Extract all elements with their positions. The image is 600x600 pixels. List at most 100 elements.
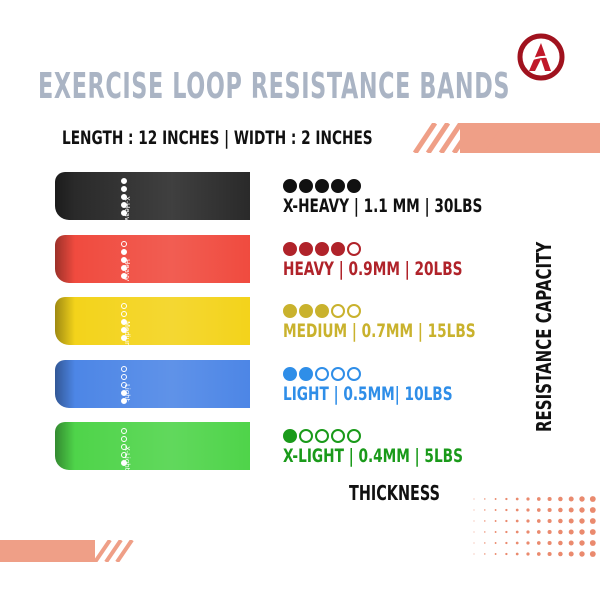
decorative-dot xyxy=(473,509,475,511)
decorative-dot xyxy=(515,497,519,501)
resistance-level-dots xyxy=(283,367,519,381)
decorative-dot xyxy=(473,542,475,544)
decorative-dot xyxy=(526,497,530,501)
decorative-dot xyxy=(473,498,475,500)
band-level-dots xyxy=(121,241,127,279)
decorative-dot xyxy=(568,540,574,546)
decorative-dot xyxy=(494,520,497,522)
decorative-dot xyxy=(515,552,519,556)
decorative-stripe-top xyxy=(412,123,600,153)
decorative-dot xyxy=(505,508,508,512)
decorative-dot xyxy=(494,542,497,544)
decorative-dot xyxy=(505,497,508,501)
decorative-dot xyxy=(473,520,475,522)
resistance-band-image: Heavy xyxy=(55,235,250,283)
decorative-dot xyxy=(536,519,541,523)
decorative-dot xyxy=(558,518,563,524)
decorative-dot xyxy=(473,553,475,555)
band-print-label: X-Heavy xyxy=(123,196,131,220)
decorative-dot xyxy=(505,541,508,545)
decorative-dot xyxy=(505,552,508,556)
decorative-dot xyxy=(547,507,552,513)
decorative-dot xyxy=(568,529,574,535)
decorative-dot xyxy=(589,496,596,502)
decorative-dot xyxy=(526,530,530,534)
decorative-dot xyxy=(568,507,574,513)
decorative-dot xyxy=(558,540,563,546)
resistance-band-image: Light xyxy=(55,360,250,408)
band-spec-text: MEDIUM | 0.7MM | 15LBS xyxy=(283,320,476,342)
decorative-dot xyxy=(589,551,596,557)
band-print-label: Medium xyxy=(123,321,131,345)
band-spec-row: X-HEAVY | 1.1 MM | 30LBS xyxy=(283,179,560,217)
decorative-dot xyxy=(484,542,486,544)
band-spec-text: X-HEAVY | 1.1 MM | 30LBS xyxy=(283,195,483,217)
decorative-dot xyxy=(484,520,486,522)
decorative-dot xyxy=(536,552,541,556)
decorative-dot xyxy=(526,541,530,545)
decorative-dot xyxy=(515,519,519,523)
decorative-dot xyxy=(579,518,585,524)
decorative-dot xyxy=(568,551,574,557)
band-level-dots xyxy=(121,428,127,466)
decorative-dot xyxy=(473,531,475,533)
resistance-band-image: Medium xyxy=(55,297,250,345)
decorative-dot xyxy=(484,509,486,511)
decorative-dot xyxy=(558,529,563,535)
resistance-level-dots xyxy=(283,179,560,193)
decorative-dot xyxy=(579,496,585,502)
decorative-dot xyxy=(515,508,519,512)
resistance-capacity-label: RESISTANCE CAPACITY xyxy=(532,241,556,432)
decorative-dot xyxy=(558,496,563,502)
resistance-level-dots xyxy=(283,242,532,256)
decorative-dot xyxy=(589,507,596,513)
decorative-dot xyxy=(547,540,552,546)
decorative-dot xyxy=(579,540,585,546)
band-spec-row: LIGHT | 0.5MM| 10LBS xyxy=(283,367,519,405)
decorative-dot xyxy=(536,497,541,501)
band-spec-text: X-LIGHT | 0.4MM | 5LBS xyxy=(283,445,463,467)
decorative-dot xyxy=(505,530,508,534)
decorative-dot xyxy=(515,541,519,545)
decorative-dot xyxy=(484,498,486,500)
decorative-dot xyxy=(526,552,530,556)
decorative-dot xyxy=(589,518,596,524)
decorative-dot xyxy=(536,541,541,545)
decorative-dot xyxy=(547,529,552,535)
decorative-dot xyxy=(579,551,585,557)
decorative-dot xyxy=(494,531,497,533)
resistance-level-dots xyxy=(283,429,533,443)
decorative-dot xyxy=(505,519,508,523)
resistance-level-dots xyxy=(283,304,551,318)
decorative-dot xyxy=(568,496,574,502)
dimensions-subtitle: LENGTH : 12 INCHES | WIDTH : 2 INCHES xyxy=(62,127,373,149)
decorative-dot xyxy=(558,507,563,513)
decorative-dot xyxy=(536,530,541,534)
band-spec-text: HEAVY | 0.9MM | 20LBS xyxy=(283,258,463,280)
decorative-stripe-bottom xyxy=(0,540,134,562)
band-level-dots xyxy=(121,366,127,404)
band-print-label: X-Light xyxy=(123,446,131,470)
band-level-dots xyxy=(121,178,127,216)
decorative-dot xyxy=(547,551,552,557)
resistance-band-image: X-Light xyxy=(55,422,250,470)
decorative-dot xyxy=(547,518,552,524)
brand-logo xyxy=(517,33,565,81)
decorative-dot xyxy=(494,509,497,511)
decorative-dot xyxy=(494,553,497,555)
band-print-label: Light xyxy=(123,384,131,402)
decorative-dot xyxy=(558,551,563,557)
page-title: EXERCISE LOOP RESISTANCE BANDS xyxy=(38,66,511,107)
decorative-dot xyxy=(536,508,541,512)
band-print-label: Heavy xyxy=(123,259,131,282)
decorative-dot xyxy=(526,508,530,512)
decorative-dot xyxy=(547,496,552,502)
decorative-dot xyxy=(579,529,585,535)
band-spec-row: MEDIUM | 0.7MM | 15LBS xyxy=(283,304,551,342)
decorative-dot xyxy=(484,531,486,533)
decorative-dot xyxy=(515,530,519,534)
decorative-dot xyxy=(579,507,585,513)
decorative-dot xyxy=(589,540,596,546)
decorative-dot xyxy=(484,553,486,555)
decorative-dot-grid xyxy=(473,496,596,557)
